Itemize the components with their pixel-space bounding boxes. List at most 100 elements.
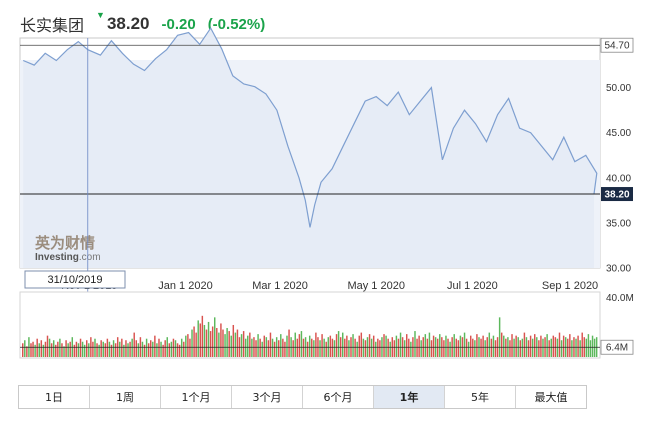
volume-bar xyxy=(333,340,336,358)
volume-bar xyxy=(428,332,431,357)
volume-bar xyxy=(94,338,96,357)
timeframe-1y-button[interactable]: 1年 xyxy=(374,386,445,408)
volume-avg-label: 6.4M xyxy=(606,343,628,354)
volume-bar xyxy=(579,340,581,358)
timeframe-5y-button[interactable]: 5年 xyxy=(445,386,516,408)
volume-bar xyxy=(261,341,263,357)
volume-bar xyxy=(240,334,243,358)
volume-bar xyxy=(403,340,406,358)
volume-bar xyxy=(377,338,379,357)
volume-bar xyxy=(67,343,69,357)
volume-avg-box xyxy=(600,339,634,355)
volume-bar xyxy=(562,335,565,357)
volume-bar xyxy=(69,341,71,357)
volume-bar xyxy=(420,340,422,358)
volume-bar xyxy=(372,335,375,357)
volume-bar xyxy=(515,335,517,357)
volume-bar xyxy=(24,340,26,358)
volume-bar xyxy=(370,338,373,357)
crosshair-date-box xyxy=(24,270,126,289)
reference-lines xyxy=(20,44,600,195)
volume-bar xyxy=(249,332,251,357)
volume-bar xyxy=(224,334,226,358)
volume-bar xyxy=(247,335,249,357)
volume-bar xyxy=(540,335,542,357)
volume-bar xyxy=(193,326,195,357)
volume-bar xyxy=(267,340,270,358)
volume-bar xyxy=(581,332,583,357)
volume-bar xyxy=(492,335,495,357)
volume-bar xyxy=(474,340,476,358)
timeframe-6m-button[interactable]: 6个月 xyxy=(303,386,374,408)
volume-bar xyxy=(100,340,102,358)
volume-bar xyxy=(92,341,94,357)
volume-bar xyxy=(323,338,325,357)
volume-bar xyxy=(251,338,253,357)
stock-chart[interactable]: 英为财情 Investing.com Nov 1 2019Jan 1 2020M… xyxy=(0,0,662,380)
volume-bar xyxy=(356,341,358,357)
volume-bar xyxy=(505,338,507,357)
volume-bar xyxy=(32,341,34,357)
volume-bar xyxy=(40,340,43,358)
volume-bar xyxy=(494,340,497,358)
volume-bar xyxy=(255,340,257,358)
volume-bar xyxy=(519,340,522,358)
volume-bar xyxy=(218,332,220,357)
volume-bar xyxy=(104,343,107,357)
volume-bar xyxy=(445,335,447,357)
volume-bar xyxy=(292,340,294,358)
volume-bar xyxy=(75,341,78,357)
volume-bar xyxy=(488,332,491,357)
volume-bar xyxy=(232,324,235,357)
timeframe-3m-button[interactable]: 3个月 xyxy=(232,386,303,408)
volume-bar xyxy=(294,332,296,357)
volume-bar xyxy=(362,338,365,357)
volume-bar xyxy=(228,331,230,357)
volume-bar xyxy=(542,338,544,357)
volume-bar xyxy=(46,335,49,357)
volume-bar xyxy=(490,338,493,357)
price-change-percent: (-0.52%) xyxy=(207,15,266,33)
timeframe-max-button[interactable]: 最大值 xyxy=(534,391,568,404)
timeframe-1m-button[interactable]: 1个月 xyxy=(161,386,232,408)
volume-bar xyxy=(34,344,36,357)
volume-bar xyxy=(331,338,334,357)
watermark-en: Investing.com xyxy=(35,252,101,263)
volume-bar xyxy=(178,344,181,357)
timeframe-1w-button[interactable]: 1周 xyxy=(90,386,161,408)
volume-bar xyxy=(203,324,206,357)
volume-bar xyxy=(112,340,115,358)
volume-bar xyxy=(585,338,588,357)
price-down-arrow-icon: ▼ xyxy=(96,10,105,20)
volume-bar xyxy=(162,344,164,357)
volume-bar xyxy=(96,343,98,357)
volume-bar xyxy=(207,321,210,357)
volume-bar xyxy=(393,340,396,358)
volume-bar xyxy=(187,334,189,358)
volume-bar xyxy=(319,340,321,358)
volume-bar xyxy=(575,338,577,357)
volume-bar xyxy=(42,344,45,357)
volume-bar xyxy=(482,335,484,357)
volume-bar xyxy=(315,332,317,357)
volume-bar xyxy=(589,340,592,358)
volume-bar xyxy=(587,334,590,358)
volume-bar xyxy=(459,335,462,357)
volume-bar xyxy=(50,343,53,357)
volume-bar xyxy=(552,335,555,357)
volume-bar xyxy=(577,335,579,357)
volume-bar xyxy=(389,341,391,357)
volume-bar xyxy=(300,331,303,357)
volume-bar xyxy=(123,344,125,357)
volume-bar xyxy=(236,329,239,357)
timeframe-1d-button[interactable]: 1日 xyxy=(19,386,90,408)
volume-bar xyxy=(385,335,387,357)
volume-bar xyxy=(368,334,371,358)
volume-bar xyxy=(550,338,552,357)
volume-bar xyxy=(160,341,162,357)
volume-bar xyxy=(172,338,175,357)
volume-bar xyxy=(531,338,534,357)
price-line xyxy=(22,26,598,228)
volume-bar xyxy=(257,334,259,358)
volume-bar xyxy=(125,340,127,358)
